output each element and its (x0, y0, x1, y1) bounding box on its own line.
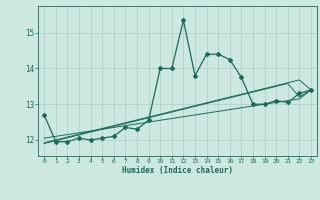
X-axis label: Humidex (Indice chaleur): Humidex (Indice chaleur) (122, 166, 233, 175)
